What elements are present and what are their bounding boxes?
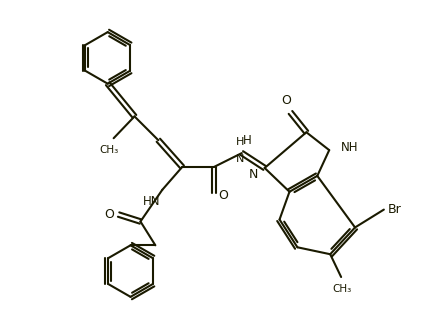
Text: O: O — [218, 189, 228, 202]
Text: N: N — [236, 154, 244, 164]
Text: Br: Br — [388, 203, 402, 216]
Text: H: H — [243, 134, 251, 147]
Text: H: H — [236, 137, 244, 147]
Text: CH₃: CH₃ — [99, 145, 118, 155]
Text: O: O — [282, 95, 291, 108]
Text: NH: NH — [341, 141, 359, 154]
Text: O: O — [104, 208, 114, 221]
Text: CH₃: CH₃ — [333, 284, 352, 294]
Text: HN: HN — [143, 195, 160, 208]
Text: N: N — [248, 168, 258, 181]
